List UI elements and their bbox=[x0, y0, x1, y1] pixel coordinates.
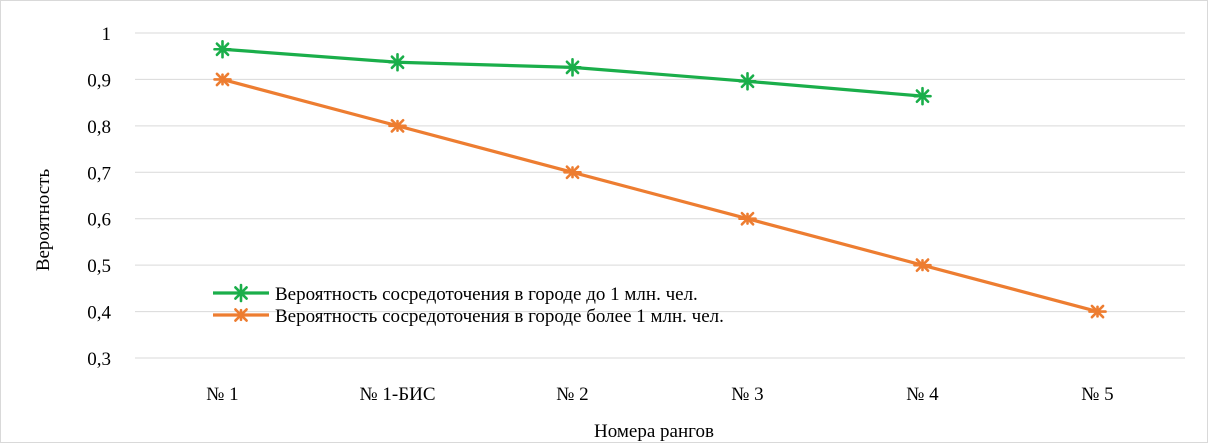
y-tick-label: 0,9 bbox=[87, 70, 111, 91]
data-point bbox=[738, 211, 757, 226]
data-point bbox=[388, 52, 407, 72]
data-point bbox=[213, 39, 232, 59]
legend-item: Вероятность сосредоточения в городе боле… bbox=[213, 306, 724, 327]
legend: Вероятность сосредоточения в городе до 1… bbox=[213, 283, 724, 327]
x-axis-title: Номера рангов bbox=[594, 421, 714, 442]
legend-item: Вероятность сосредоточения в городе до 1… bbox=[213, 283, 698, 305]
x-tick-label: № 3 bbox=[731, 384, 763, 405]
x-tick-label: № 1 bbox=[206, 384, 238, 405]
y-tick-label: 0,5 bbox=[87, 256, 111, 277]
data-point bbox=[563, 58, 582, 77]
data-point bbox=[1088, 304, 1107, 319]
y-tick-label: 0,4 bbox=[87, 303, 111, 324]
y-tick-label: 0,8 bbox=[87, 117, 111, 138]
data-point bbox=[563, 165, 582, 180]
series-line-2 bbox=[222, 77, 1098, 314]
x-tick-label: № 4 bbox=[906, 384, 939, 405]
y-tick-label: 1 bbox=[102, 24, 112, 45]
y-tick-label: 0,6 bbox=[87, 210, 111, 231]
y-axis-title: Вероятность bbox=[33, 169, 54, 272]
legend-label: Вероятность сосредоточения в городе боле… bbox=[275, 306, 724, 327]
y-axis-ticks: 0,3 0,4 0,5 0,6 0,7 0,8 0,9 1 bbox=[87, 24, 111, 370]
data-point bbox=[388, 118, 407, 133]
series-layer bbox=[213, 39, 1107, 319]
data-point bbox=[231, 308, 251, 322]
x-tick-label: № 1-БИС bbox=[359, 384, 435, 405]
data-point bbox=[738, 71, 757, 91]
data-point bbox=[913, 86, 932, 106]
y-tick-label: 0,3 bbox=[87, 349, 111, 370]
gridlines bbox=[135, 32, 1185, 359]
data-point bbox=[213, 72, 232, 87]
y-tick-label: 0,7 bbox=[87, 163, 111, 184]
x-axis-ticks: № 1 № 1-БИС № 2 № 3 № 4 № 5 bbox=[206, 384, 1113, 405]
x-tick-label: № 5 bbox=[1081, 384, 1113, 405]
data-point bbox=[913, 258, 932, 273]
x-tick-label: № 2 bbox=[556, 384, 588, 405]
data-point bbox=[231, 283, 251, 303]
legend-label: Вероятность сосредоточения в городе до 1… bbox=[275, 284, 698, 305]
